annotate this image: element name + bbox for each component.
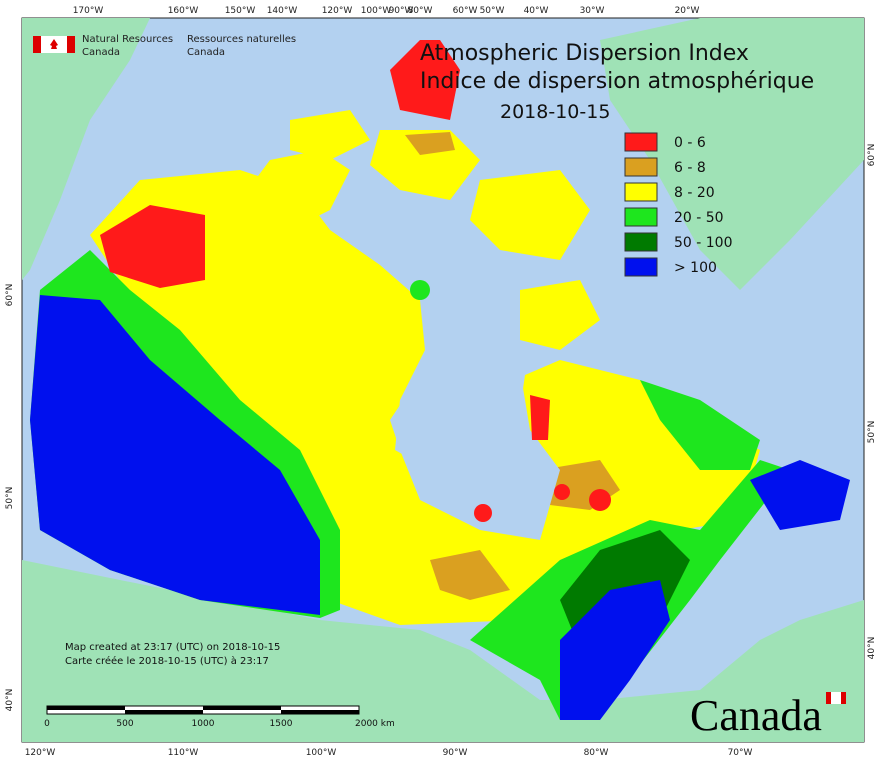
spot-green (410, 280, 430, 300)
header-text: Ressources naturelles (187, 34, 296, 45)
region-yellow (90, 170, 760, 625)
legend-label: > 100 (674, 260, 717, 276)
graticule-label: 140°W (267, 6, 298, 16)
scale-label: 500 (116, 719, 133, 729)
legend-swatch (624, 257, 658, 277)
graticule-label: 150°W (225, 6, 256, 16)
graticule-label: 50°W (480, 6, 505, 16)
legend-swatch (624, 207, 658, 227)
legend-swatch (624, 182, 658, 202)
graticule-label: 60°N (867, 144, 877, 167)
wordmark: Canada (690, 691, 822, 740)
wordmark-flag (826, 692, 831, 704)
graticule-label: 90°W (389, 6, 414, 16)
greenland (600, 18, 864, 290)
ellesmere (390, 40, 460, 120)
graticule-label: 100°W (306, 748, 337, 758)
graticule-label: 40°N (867, 637, 877, 660)
legend-label: 8 - 20 (674, 185, 715, 201)
legend-swatch (624, 132, 658, 152)
island (290, 110, 370, 160)
graticule-label: 120°W (322, 6, 353, 16)
legend-swatch (624, 232, 658, 252)
spot-red (530, 395, 550, 440)
graticule-label: 100°W (361, 6, 392, 16)
scale-seg (203, 706, 281, 710)
flag-bar (67, 36, 75, 53)
graticule-label: 80°W (584, 748, 609, 758)
note: Map created at 23:17 (UTC) on 2018-10-15 (65, 642, 280, 653)
region-red (100, 205, 205, 288)
graticule-label: 70°W (728, 748, 753, 758)
scale-label: 0 (44, 719, 50, 729)
legend-label: 0 - 6 (674, 135, 706, 151)
scale-seg (281, 710, 359, 714)
header-text: Natural Resources (82, 34, 173, 45)
alaska (22, 18, 150, 280)
scale-seg (125, 710, 203, 714)
graticule-label: 90°W (443, 748, 468, 758)
graticule-label: 20°W (675, 6, 700, 16)
date: 2018-10-15 (500, 101, 610, 123)
graticule-label: 40°N (5, 689, 15, 712)
graticule-label: 60°W (453, 6, 478, 16)
spot-red (474, 504, 492, 522)
region-blue (30, 295, 320, 615)
graticule-label: 60°N (5, 284, 15, 307)
graticule-label: 110°W (168, 748, 199, 758)
island (240, 150, 350, 230)
legend-swatch (624, 157, 658, 177)
legend-label: 50 - 100 (674, 235, 733, 251)
usa (22, 560, 864, 742)
labrador-green (640, 380, 760, 470)
title: Indice de dispersion atmosphérique (420, 69, 814, 94)
region-atlantic (750, 460, 850, 530)
spot-red (589, 489, 611, 511)
region-orange (430, 550, 510, 600)
graticule-label: 50°N (867, 421, 877, 444)
island (520, 280, 600, 350)
graticule-label: 50°N (5, 487, 15, 510)
header-text: Canada (187, 47, 225, 58)
graticule-label: 80°W (408, 6, 433, 16)
graticule-label: 120°W (25, 748, 56, 758)
graticule-label: 170°W (73, 6, 104, 16)
scale-label: 2000 km (355, 719, 395, 729)
spot-red (554, 484, 570, 500)
island-orange (405, 132, 455, 155)
scale-bar (46, 705, 360, 715)
note: Carte créée le 2018-10-15 (UTC) à 23:17 (65, 655, 269, 667)
scale-label: 1000 (192, 719, 215, 729)
flag-bar (33, 36, 41, 53)
flag-leaf (50, 39, 58, 49)
graticule-label: 30°W (580, 6, 605, 16)
title: Atmospheric Dispersion Index (420, 41, 749, 66)
scale-seg (47, 706, 125, 710)
header-text: Canada (82, 47, 120, 58)
island (470, 170, 590, 260)
graticule-label: 160°W (168, 6, 199, 16)
legend-label: 20 - 50 (674, 210, 724, 226)
wordmark-flag (841, 692, 846, 704)
region-east-blue (560, 580, 670, 720)
hudson-bay (390, 360, 560, 540)
graticule-label: 40°W (524, 6, 549, 16)
legend-label: 6 - 8 (674, 160, 706, 176)
scale-label: 1500 (270, 719, 293, 729)
